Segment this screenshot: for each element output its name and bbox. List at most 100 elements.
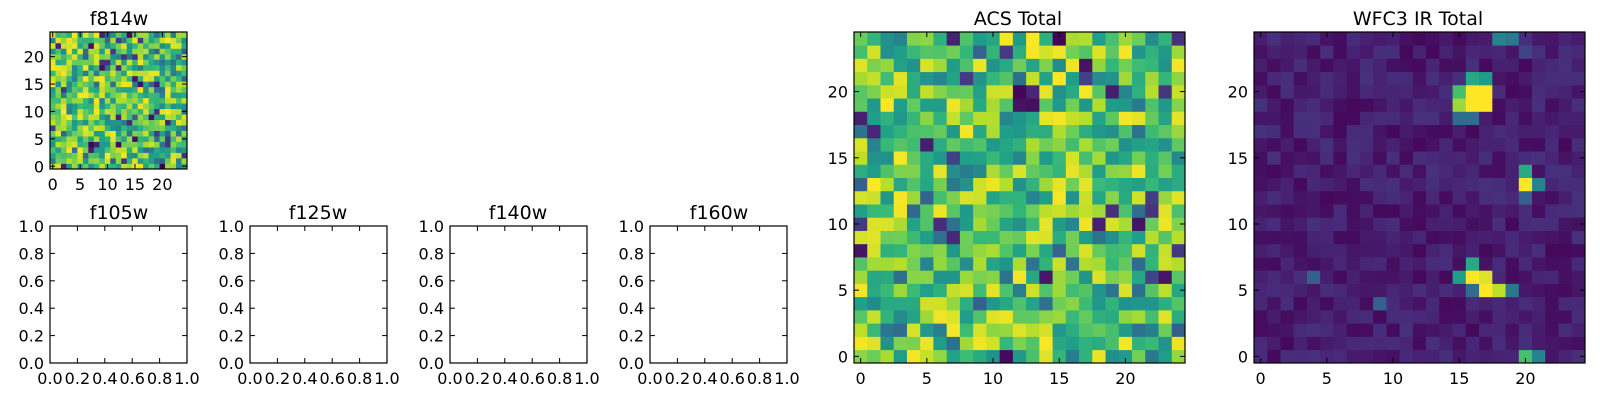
heatmap-cell xyxy=(1412,124,1427,139)
heatmap-cell xyxy=(867,177,881,192)
heatmap-cell xyxy=(82,37,89,44)
heatmap-cell xyxy=(99,152,106,159)
heatmap-cell xyxy=(1052,270,1067,284)
heatmap-cell xyxy=(1267,296,1281,311)
heatmap-cell xyxy=(1293,204,1308,218)
heatmap-cell xyxy=(154,59,160,66)
heatmap-cell xyxy=(999,45,1014,59)
heatmap-cell xyxy=(1412,151,1427,165)
heatmap-cell xyxy=(959,230,974,245)
heatmap-cell xyxy=(132,119,139,126)
heatmap-cell xyxy=(55,103,62,110)
heatmap-cell xyxy=(959,310,974,324)
heatmap-cell xyxy=(77,152,84,159)
frame-f125w xyxy=(249,225,388,364)
heatmap-cell xyxy=(71,59,78,66)
heatmap-cell xyxy=(176,86,182,93)
heatmap-cell xyxy=(1118,270,1133,284)
heatmap-cell xyxy=(1505,137,1520,152)
heatmap-cell xyxy=(148,103,155,110)
heatmap-cell xyxy=(143,92,149,99)
heatmap-cell xyxy=(1333,71,1348,86)
heatmap-cell xyxy=(1026,58,1040,73)
heatmap-cell xyxy=(88,70,95,77)
heatmap-cell xyxy=(1254,217,1268,231)
heatmap-cell xyxy=(1052,283,1067,298)
heatmap-cell xyxy=(170,86,177,93)
y-tick-label-wfc3-ir-total: 15 xyxy=(1228,149,1248,168)
frame-f160w xyxy=(649,225,788,364)
heatmap-cell xyxy=(115,75,122,82)
heatmap-cell xyxy=(82,97,89,104)
heatmap-cell xyxy=(1373,336,1387,351)
heatmap-cell xyxy=(93,32,100,38)
heatmap-cell xyxy=(1346,71,1361,86)
heatmap-cell xyxy=(55,141,62,148)
heatmap-cell xyxy=(1092,257,1106,271)
heatmap-cell xyxy=(920,151,934,165)
heatmap-cell xyxy=(1026,45,1040,59)
y-tick-label-f160w: 0.6 xyxy=(619,272,644,291)
heatmap-cell xyxy=(121,130,128,137)
heatmap-cell xyxy=(893,124,908,139)
heatmap-cell xyxy=(959,204,974,218)
heatmap-cell xyxy=(946,58,961,73)
x-tick-label-wfc3-ir-total: 20 xyxy=(1515,369,1535,388)
heatmap-cell xyxy=(170,32,177,38)
heatmap-cell xyxy=(170,141,177,148)
heatmap-cell xyxy=(1558,177,1573,192)
heatmap-cell xyxy=(1012,58,1027,73)
heatmap-cell xyxy=(1267,190,1281,205)
heatmap-cell xyxy=(986,243,1000,258)
heatmap-cell xyxy=(143,48,149,55)
heatmap-cell xyxy=(1439,151,1453,165)
heatmap-cell xyxy=(1479,137,1493,152)
heatmap-cell xyxy=(50,86,56,93)
heatmap-cell xyxy=(1571,204,1586,218)
heatmap-cell xyxy=(906,111,921,126)
heatmap-cell xyxy=(920,349,934,364)
heatmap-cell xyxy=(880,230,895,245)
heatmap-cell xyxy=(148,70,155,77)
heatmap-cell xyxy=(1105,124,1120,139)
heatmap-cell xyxy=(154,114,160,121)
x-tick-label-f140w: 0.4 xyxy=(492,369,517,388)
heatmap-cell xyxy=(1532,151,1546,165)
heatmap-cell xyxy=(1359,296,1374,311)
heatmap-cell xyxy=(1373,204,1387,218)
heatmap-cell xyxy=(920,257,934,271)
heatmap-cell xyxy=(159,136,166,142)
heatmap-cell xyxy=(1558,230,1573,245)
y-tick-label-f814w: 10 xyxy=(24,102,44,121)
heatmap-cell xyxy=(1399,71,1414,86)
heatmap-cell xyxy=(99,75,106,82)
heatmap-cell xyxy=(880,98,895,112)
heatmap-cell xyxy=(1026,217,1040,231)
heatmap-cell xyxy=(1039,310,1053,324)
heatmap-cell xyxy=(999,124,1014,139)
heatmap-cell xyxy=(1065,45,1080,59)
heatmap-cell xyxy=(1145,257,1159,271)
heatmap-cell xyxy=(55,136,62,142)
heatmap-cell xyxy=(99,114,106,121)
heatmap-cell xyxy=(1026,230,1040,245)
heatmap-cell xyxy=(1505,323,1520,337)
heatmap-cell xyxy=(55,53,62,60)
heatmap-cell xyxy=(1132,111,1146,126)
heatmap-cell xyxy=(137,141,144,148)
heatmap-cell xyxy=(1158,58,1173,73)
heatmap-cell xyxy=(1052,323,1067,337)
heatmap-cell xyxy=(1346,45,1361,59)
heatmap-cell xyxy=(1079,270,1093,284)
heatmap-cell xyxy=(1293,257,1308,271)
heatmap-cell xyxy=(854,349,868,364)
heatmap-cell xyxy=(1346,270,1361,284)
heatmap-cell xyxy=(1492,124,1506,139)
heatmap-cell xyxy=(71,136,78,142)
heatmap-cell xyxy=(1492,349,1506,364)
heatmap-cell xyxy=(1346,177,1361,192)
heatmap-cell xyxy=(121,152,128,159)
heatmap-cell xyxy=(854,296,868,311)
heatmap-cell xyxy=(154,119,160,126)
heatmap-cell xyxy=(1092,177,1106,192)
